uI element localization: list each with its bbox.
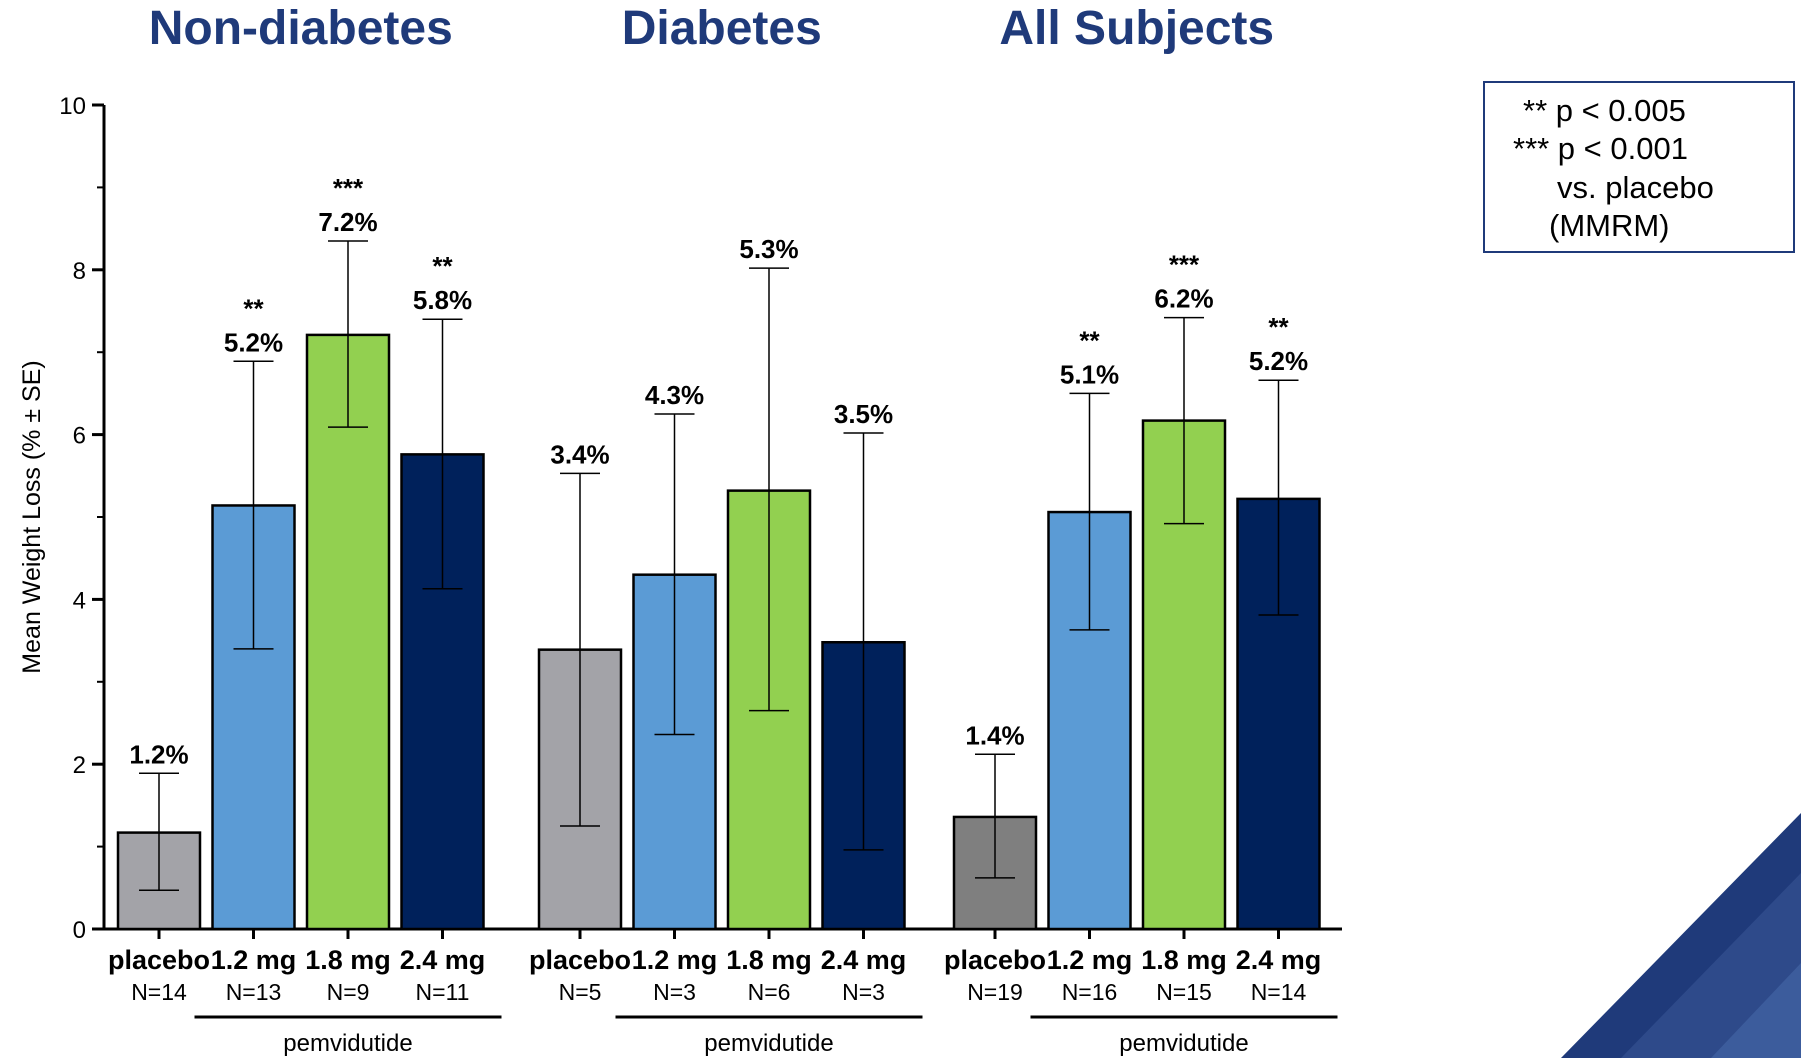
dose-label: placebo — [108, 945, 210, 975]
significance-marker: *** — [333, 173, 364, 203]
bar-value-label: 5.1% — [1060, 359, 1119, 389]
dose-label: 2.4 mg — [821, 945, 907, 975]
significance-marker: ** — [432, 251, 453, 281]
bar-value-label: 3.4% — [550, 439, 609, 469]
n-label: N=19 — [967, 979, 1023, 1005]
dose-label: 1.8 mg — [726, 945, 812, 975]
y-tick-label: 6 — [73, 423, 86, 450]
n-label: N=9 — [327, 979, 370, 1005]
drug-label: pemvidutide — [1119, 1030, 1248, 1057]
legend-line-mmrm: (MMRM) — [1549, 208, 1670, 243]
dose-label: 1.2 mg — [632, 945, 718, 975]
n-label: N=11 — [416, 979, 470, 1005]
bar-value-label: 5.3% — [739, 234, 798, 264]
bar — [305, 333, 391, 931]
legend-line-p005: ** p < 0.005 — [1523, 93, 1686, 128]
legend-line-vs-placebo: vs. placebo — [1557, 170, 1714, 205]
significance-marker: ** — [243, 293, 264, 323]
dose-label: 1.8 mg — [305, 945, 391, 975]
drug-label: pemvidutide — [283, 1030, 412, 1057]
group-titles: Non-diabetes Diabetes All Subjects — [149, 2, 1274, 55]
bar-value-label: 1.4% — [965, 720, 1024, 750]
y-tick-label: 0 — [73, 917, 86, 944]
dose-label: placebo — [944, 945, 1046, 975]
group-title: All Subjects — [999, 2, 1274, 55]
dose-label: placebo — [529, 945, 631, 975]
dose-label: 2.4 mg — [400, 945, 486, 975]
bar-value-label: 6.2% — [1154, 284, 1213, 314]
n-label: N=3 — [653, 979, 696, 1005]
y-tick-label: 10 — [59, 93, 86, 120]
significance-legend: ** p < 0.005 *** p < 0.001 vs. placebo (… — [1483, 81, 1795, 253]
y-tick-label: 2 — [73, 752, 86, 779]
bars — [116, 240, 1321, 931]
corner-decoration — [1561, 813, 1801, 1058]
n-label: N=15 — [1156, 979, 1212, 1005]
legend-line-p001: *** p < 0.001 — [1513, 131, 1688, 166]
dose-label: 1.8 mg — [1141, 945, 1227, 975]
bar-value-label: 5.2% — [1249, 346, 1308, 376]
bar-value-label: 4.3% — [645, 380, 704, 410]
drug-label: pemvidutide — [704, 1030, 833, 1057]
bar-value-label: 3.5% — [834, 399, 893, 429]
dose-label: 1.2 mg — [211, 945, 297, 975]
n-label: N=16 — [1062, 979, 1118, 1005]
significance-marker: *** — [1169, 250, 1200, 280]
n-label: N=14 — [131, 979, 187, 1005]
x-axis-labels: placebo N=14 1.2 mg N=13 1.8 mg N=9 2.4 mg N=11… — [108, 929, 1338, 1057]
n-label: N=13 — [226, 979, 282, 1005]
group-title: Non-diabetes — [149, 2, 453, 55]
n-label: N=14 — [1251, 979, 1307, 1005]
bar-value-label: 1.2% — [129, 739, 188, 769]
n-label: N=5 — [559, 979, 602, 1005]
significance-marker: ** — [1079, 325, 1100, 355]
n-label: N=3 — [842, 979, 885, 1005]
bar-labels: 1.2% 5.2% ** 7.2% *** 5.8% ** 3.4% 4.3% 5.3% 3.5% 1… — [129, 173, 1308, 769]
group-title: Diabetes — [622, 2, 822, 55]
significance-marker: ** — [1268, 312, 1289, 342]
y-axis: 0 2 4 6 8 10 Mean Weight Loss (% ± SE) — [18, 93, 1342, 944]
dose-label: 2.4 mg — [1236, 945, 1322, 975]
y-tick-label: 4 — [73, 587, 86, 614]
bar-value-label: 5.2% — [224, 327, 283, 357]
dose-label: 1.2 mg — [1047, 945, 1133, 975]
bar-value-label: 5.8% — [413, 285, 472, 315]
n-label: N=6 — [748, 979, 791, 1005]
y-axis-title: Mean Weight Loss (% ± SE) — [18, 360, 46, 673]
corner-shape-front — [1711, 963, 1801, 1058]
bar-value-label: 7.2% — [318, 207, 377, 237]
y-tick-label: 8 — [73, 258, 86, 285]
